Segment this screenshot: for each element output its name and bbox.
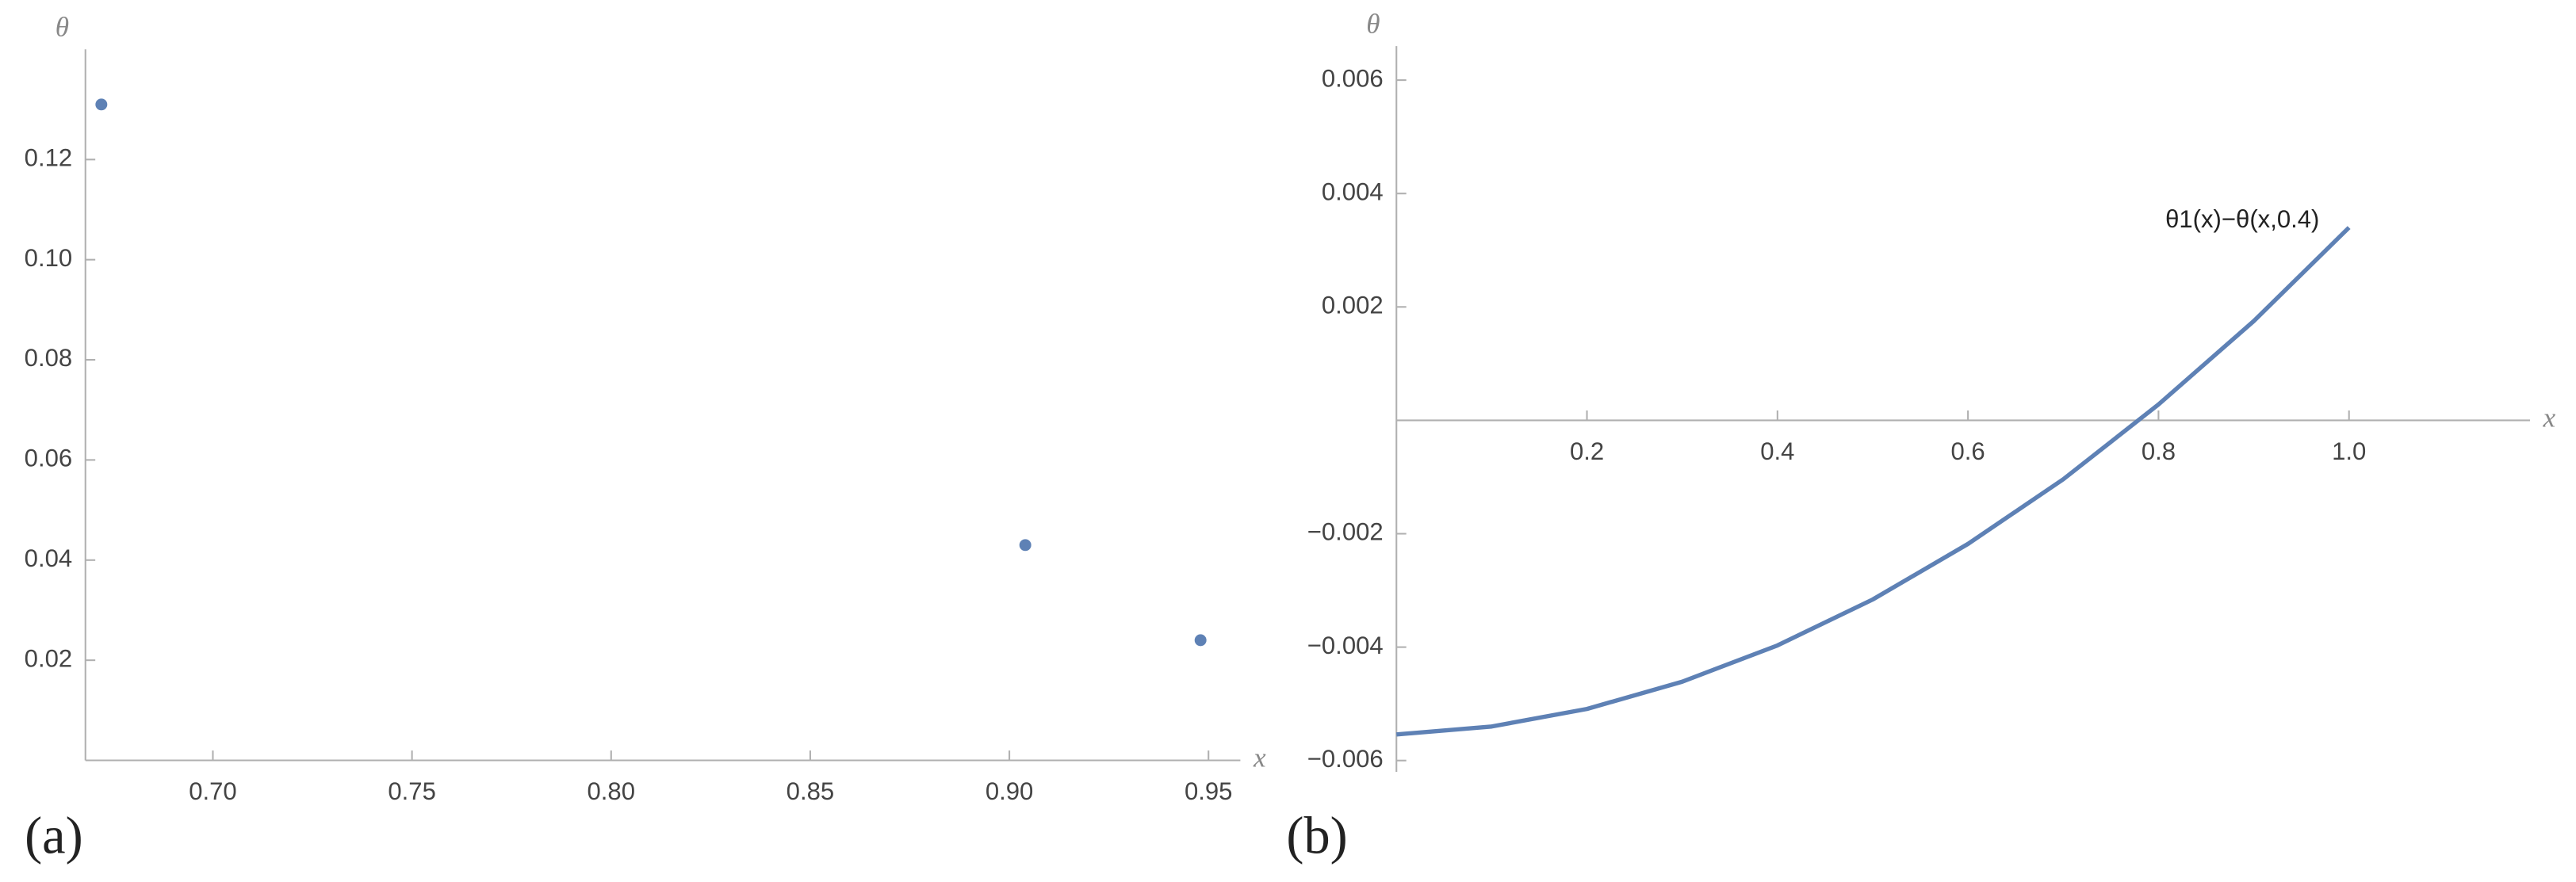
y-tick-label: 0.04: [25, 544, 73, 572]
x-tick-label: 0.8: [2142, 437, 2176, 465]
y-tick-label: 0.004: [1322, 178, 1384, 205]
y-axis-label: θ: [56, 12, 69, 43]
curve: [1396, 226, 2351, 737]
x-axis-label: x: [2543, 402, 2556, 433]
y-tick-label: 0.08: [25, 344, 73, 372]
x-tick-label: 0.75: [388, 777, 435, 805]
x-tick-label: 0.85: [787, 777, 834, 805]
x-tick-label: 0.2: [1570, 437, 1604, 465]
y-tick-label: 0.02: [25, 644, 73, 672]
x-tick-label: 0.6: [1951, 437, 1985, 465]
panel-label: (a): [25, 807, 83, 865]
annotation: θ1(x)−θ(x,0.4): [2165, 205, 2319, 233]
y-tick-label: −0.002: [1307, 518, 1384, 546]
point: [95, 98, 108, 111]
x-tick-label: 0.4: [1760, 437, 1794, 465]
x-tick-label: 1.0: [2332, 437, 2366, 465]
y-tick-label: −0.006: [1307, 745, 1384, 773]
y-tick-label: 0.06: [25, 445, 73, 472]
y-tick-label: 0.10: [25, 244, 73, 272]
y-tick-label: 0.002: [1322, 292, 1384, 319]
y-tick-label: 0.006: [1322, 64, 1384, 92]
y-tick-label: 0.12: [25, 144, 73, 172]
y-axis-label: θ: [1366, 8, 1380, 39]
point: [1019, 539, 1032, 552]
x-tick-label: 0.80: [588, 777, 636, 805]
x-tick-label: 0.95: [1185, 777, 1233, 805]
point: [1194, 634, 1207, 647]
panel-label: (b): [1286, 807, 1347, 865]
y-tick-label: −0.004: [1307, 632, 1384, 659]
x-tick-label: 0.90: [986, 777, 1034, 805]
x-axis-label: x: [1253, 743, 1266, 773]
x-tick-label: 0.70: [189, 777, 236, 805]
